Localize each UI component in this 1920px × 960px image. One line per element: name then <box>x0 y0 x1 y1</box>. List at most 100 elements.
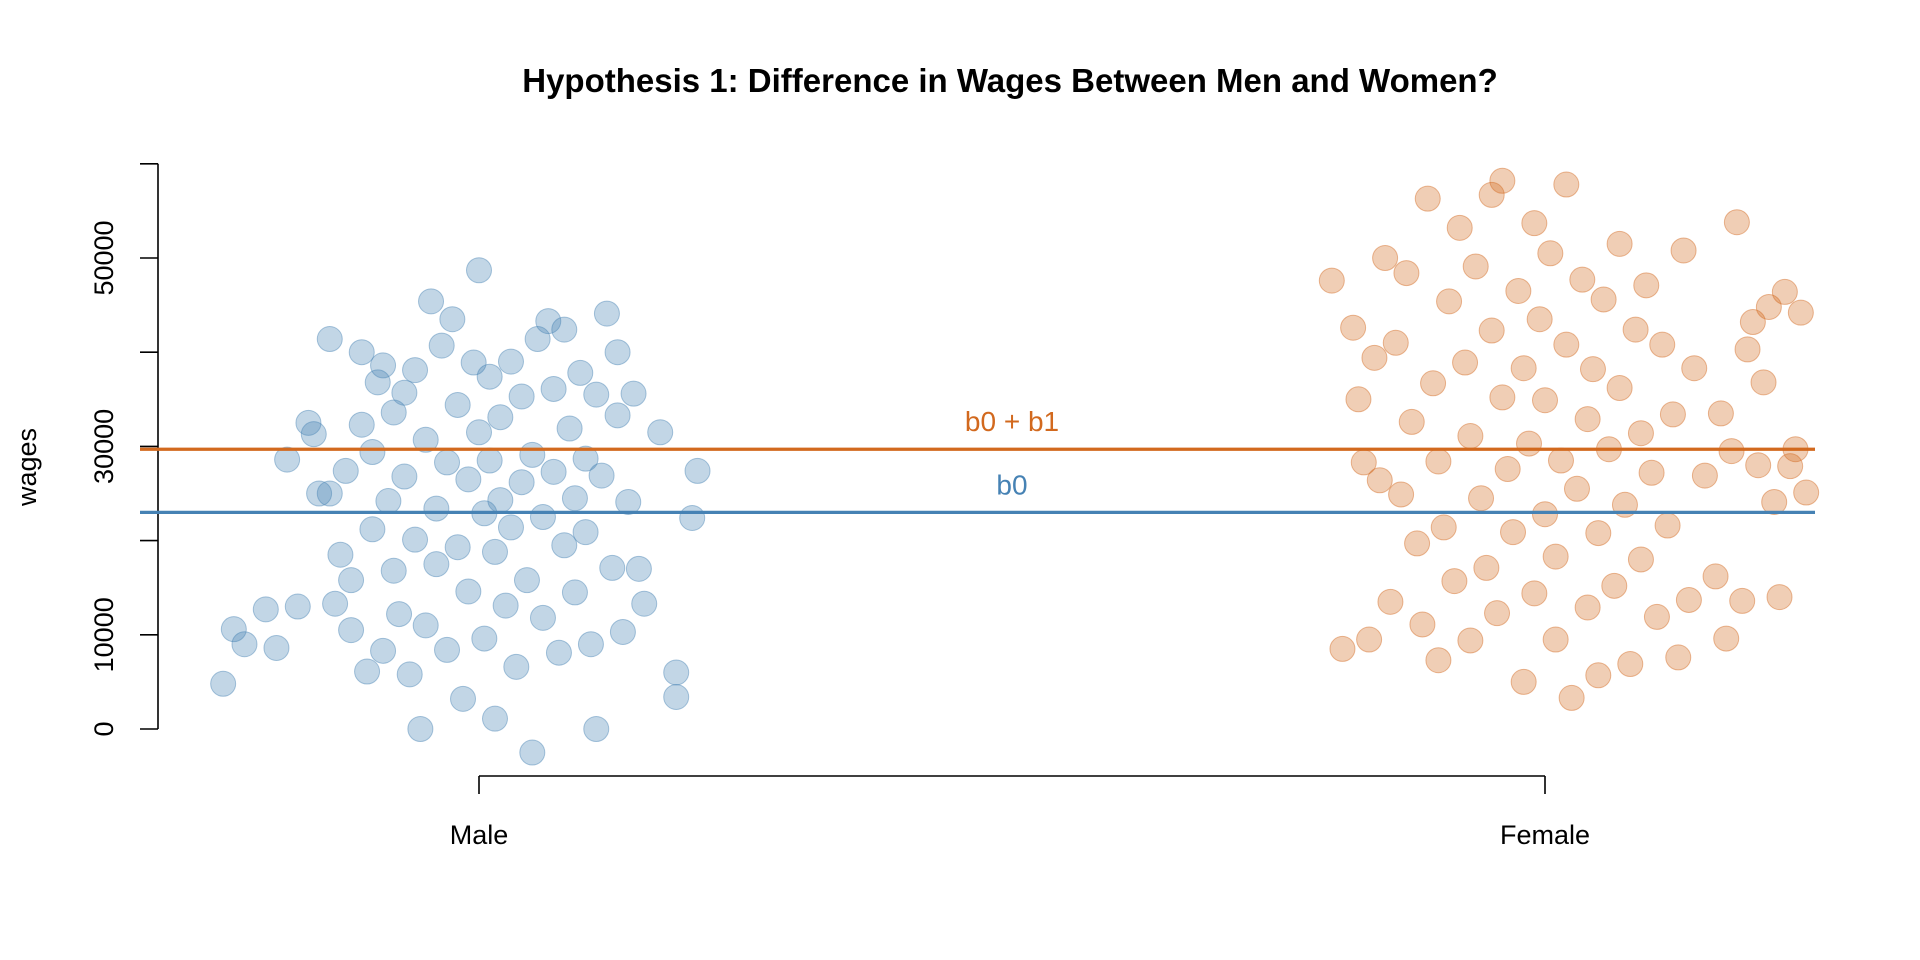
data-point <box>1393 260 1420 287</box>
data-point <box>1425 647 1452 674</box>
data-point <box>583 381 610 408</box>
data-point <box>455 578 482 605</box>
data-point <box>1537 240 1564 267</box>
data-point <box>1585 520 1612 547</box>
data-point <box>503 653 530 680</box>
data-point <box>434 449 461 476</box>
data-point <box>1340 314 1367 341</box>
data-point <box>481 538 508 565</box>
data-point <box>1547 447 1574 474</box>
data-point <box>1787 299 1814 326</box>
data-point <box>1590 286 1617 313</box>
data-point <box>1649 331 1676 358</box>
data-point <box>295 409 322 436</box>
data-point <box>359 516 386 543</box>
data-point <box>423 495 450 522</box>
data-point <box>1659 401 1686 428</box>
data-point <box>1366 467 1393 494</box>
data-point <box>407 716 434 742</box>
data-point <box>535 308 562 335</box>
data-point <box>1452 349 1479 376</box>
data-point <box>380 399 407 426</box>
data-point <box>519 739 546 766</box>
data-point <box>545 639 572 666</box>
data-point <box>583 716 610 742</box>
data-point <box>434 636 461 663</box>
data-point <box>1404 530 1431 557</box>
data-point <box>1723 209 1750 236</box>
data-point <box>497 348 524 375</box>
data-point <box>1558 684 1585 711</box>
data-point <box>1462 253 1489 280</box>
data-point <box>1430 514 1457 541</box>
data-point <box>556 415 583 442</box>
y-axis: 0 10000 30000 50000 <box>89 163 159 737</box>
data-point <box>524 326 551 353</box>
data-point <box>1372 245 1399 271</box>
data-point <box>1489 384 1516 411</box>
x-tick-label: Female <box>1500 820 1590 850</box>
data-point <box>1627 420 1654 447</box>
data-point <box>513 567 540 594</box>
data-point <box>210 670 237 697</box>
data-point <box>466 257 492 284</box>
data-point <box>231 631 258 658</box>
data-point <box>1579 356 1606 383</box>
data-point <box>418 288 445 315</box>
data-point <box>1574 406 1601 433</box>
data-point <box>1739 309 1766 336</box>
data-point <box>1318 267 1345 294</box>
x-tick-label: Male <box>450 820 509 850</box>
data-point <box>1606 230 1633 257</box>
data-point <box>1505 277 1532 304</box>
data-point <box>1755 293 1782 320</box>
data-point <box>1617 651 1644 678</box>
data-point <box>220 616 247 643</box>
data-point <box>572 445 599 472</box>
data-point <box>450 685 477 712</box>
data-point <box>1414 185 1441 212</box>
data-point <box>263 634 290 661</box>
data-point <box>620 380 647 407</box>
data-point <box>348 339 375 366</box>
data-point <box>572 519 599 546</box>
x-axis: Male Female <box>450 775 1590 850</box>
data-point <box>364 369 391 396</box>
data-point <box>561 579 588 606</box>
data-point <box>540 458 567 485</box>
data-point <box>487 487 514 514</box>
data-point <box>1457 423 1484 450</box>
data-point <box>391 463 418 490</box>
data-point <box>1793 479 1820 506</box>
data-point <box>647 419 674 446</box>
data-point <box>386 601 413 628</box>
data-point <box>679 504 706 531</box>
scatter-points <box>210 167 1820 766</box>
data-point <box>1446 214 1473 241</box>
data-point <box>1494 456 1521 483</box>
data-point <box>1516 430 1543 457</box>
data-point <box>593 300 620 327</box>
data-point <box>540 375 567 402</box>
data-point <box>625 555 652 582</box>
data-point <box>359 439 386 466</box>
data-point <box>1526 306 1553 333</box>
data-point <box>284 593 311 620</box>
y-axis-label: wages <box>12 428 42 507</box>
data-point <box>609 618 636 645</box>
chart-title: Hypothesis 1: Difference in Wages Betwee… <box>522 62 1498 99</box>
data-point <box>1521 580 1548 607</box>
data-point <box>481 705 508 732</box>
data-point <box>1468 485 1495 512</box>
data-point <box>663 683 690 710</box>
data-point <box>508 469 535 496</box>
data-point <box>1606 374 1633 401</box>
data-point <box>455 466 482 493</box>
data-point <box>1750 369 1777 396</box>
data-point <box>1675 586 1702 613</box>
data-point <box>1441 568 1468 595</box>
y-tick-label: 50000 <box>89 220 119 295</box>
data-point <box>1542 543 1569 570</box>
data-point <box>1436 288 1463 315</box>
